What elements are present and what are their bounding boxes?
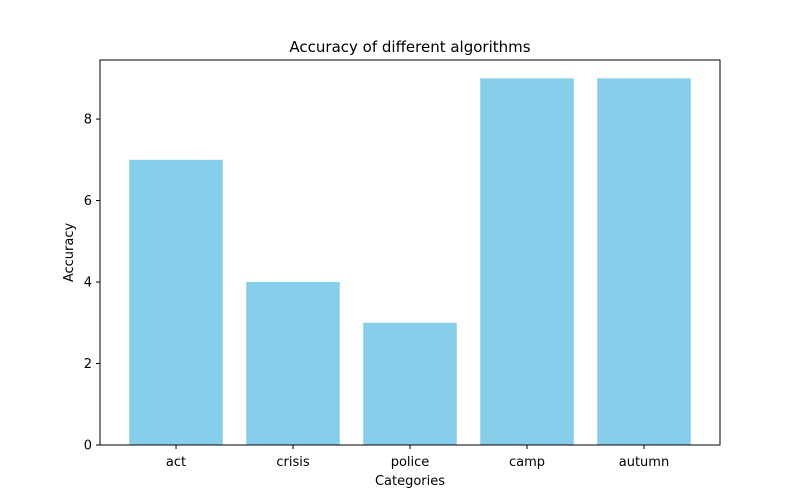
x-tick-label: act	[166, 455, 186, 470]
x-tick-label: camp	[509, 455, 545, 470]
x-axis: act crisis police camp autumn	[166, 445, 669, 470]
y-tick-label: 8	[84, 113, 92, 128]
bar-police	[363, 322, 457, 445]
x-tick-label: crisis	[276, 455, 309, 470]
y-axis-label: Accuracy	[62, 223, 77, 283]
y-axis: 0 2 4 6 8	[84, 113, 100, 454]
y-tick-label: 0	[84, 439, 92, 454]
x-axis-label: Categories	[375, 474, 445, 489]
y-tick-label: 4	[84, 276, 92, 291]
bar-crisis	[246, 282, 340, 445]
x-tick-label: autumn	[619, 455, 669, 470]
bars-group	[129, 78, 691, 445]
y-tick-label: 2	[84, 357, 92, 372]
y-tick-label: 6	[84, 194, 92, 209]
bar-autumn	[597, 78, 691, 445]
chart-title: Accuracy of different algorithms	[289, 38, 530, 56]
bar-act	[129, 159, 223, 445]
bar-camp	[480, 78, 574, 445]
x-tick-label: police	[391, 455, 430, 470]
